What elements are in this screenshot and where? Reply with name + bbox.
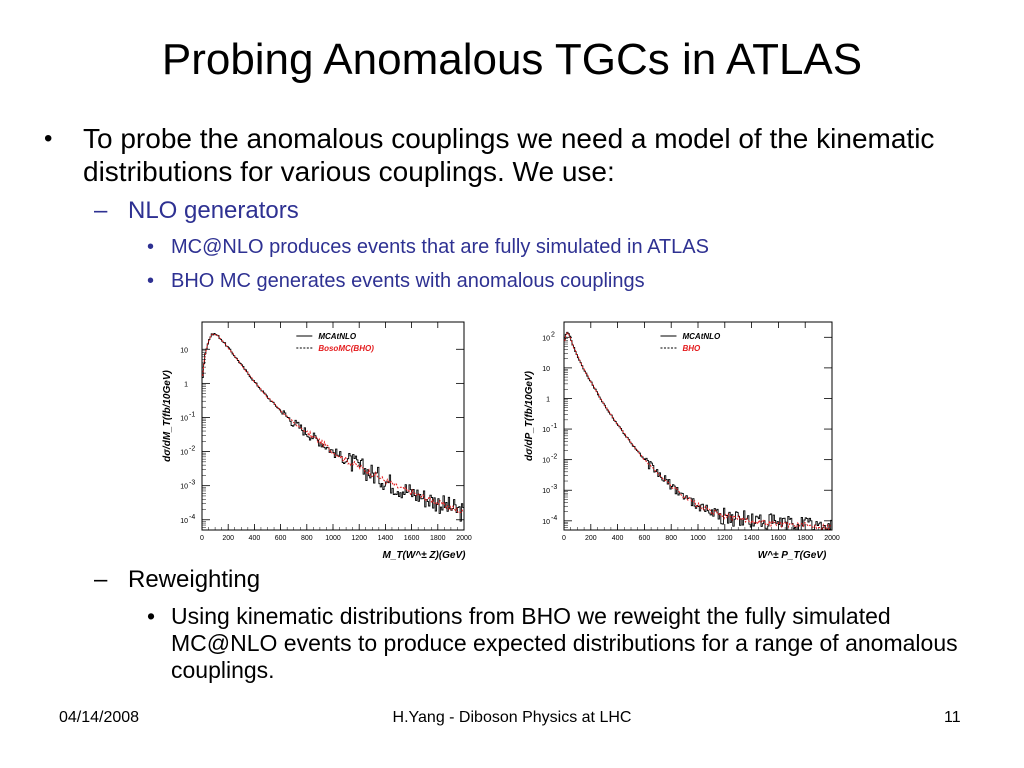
sub-sub-bullet-text: Using kinematic distributions from BHO w… — [171, 603, 958, 683]
x-tick-label: 2000 — [456, 535, 472, 542]
sub-sub-bullet-text: BHO MC generates events with anomalous c… — [171, 270, 645, 292]
y-tick-label: 1 — [546, 396, 550, 403]
legend-label-mcatnlo: MCAtNLO — [318, 332, 357, 341]
chart-pt-svg: 0 200 400 600 800 1000 1200 1400 1600 1800 2000102… — [524, 321, 840, 561]
x-tick-label: 400 — [612, 535, 624, 542]
y-tick-label: 10 — [180, 450, 188, 457]
x-tick-label: 200 — [222, 535, 234, 542]
x-tick-label: 1200 — [351, 535, 367, 542]
sub-sub-bullet-mcatnlo: • MC@NLO produces events that are fully … — [147, 235, 967, 260]
bullet-main: • To probe the anomalous couplings we ne… — [44, 122, 984, 188]
x-axis-label: M_T(W^± Z)(GeV) — [383, 550, 467, 561]
y-tick-label: 1 — [184, 381, 188, 388]
bullet-main-text: To probe the anomalous couplings we need… — [83, 123, 935, 187]
x-tick-label: 1600 — [404, 535, 420, 542]
legend-label-bho: BosoMC(BHO) — [318, 344, 374, 353]
dash-mark: – — [94, 197, 108, 224]
x-tick-label: 400 — [249, 535, 261, 542]
x-tick-label: 1400 — [744, 535, 760, 542]
chart-mt-svg: 0 200 400 600 800 1000 1200 1400 1600 1800 2000 10 1… — [162, 321, 472, 561]
y-tick-exponent: -3 — [551, 484, 557, 491]
y-tick-exponent: -1 — [551, 423, 557, 430]
chart-mt-distribution: 0 200 400 600 800 1000 1200 1400 1600 1800 2000 10 1… — [158, 312, 478, 564]
x-tick-label: 1000 — [325, 535, 341, 542]
legend-label-bho: BHO — [682, 344, 701, 353]
x-tick-label: 1600 — [771, 535, 787, 542]
y-tick-exponent: -2 — [189, 446, 195, 453]
y-tick-exponent: -1 — [189, 411, 195, 418]
x-tick-label: 2000 — [824, 535, 840, 542]
y-axis-label: dσ/dM_T(fb/10GeV) — [162, 370, 173, 462]
series-line-mcatnlo — [202, 333, 464, 522]
y-axis-label: dσ/dP_T(fb/10GeV) — [524, 370, 535, 461]
x-tick-label: 800 — [665, 535, 677, 542]
x-axis-label: W^± P_T(GeV) — [758, 550, 827, 561]
y-tick-exponent: -4 — [551, 515, 557, 522]
y-tick-label: 10 — [180, 484, 188, 491]
sub-bullet-nlo: – NLO generators — [94, 196, 974, 226]
legend-label-mcatnlo: MCAtNLO — [682, 332, 721, 341]
x-tick-label: 1200 — [717, 535, 733, 542]
y-tick-label: 10 — [542, 519, 550, 526]
y-tick-label: 10 — [542, 335, 550, 342]
sub-bullet-reweighting-text: Reweighting — [128, 566, 261, 593]
y-tick-label: 10 — [180, 415, 188, 422]
y-tick-label: 10 — [542, 488, 550, 495]
x-tick-label: 1800 — [430, 535, 446, 542]
y-tick-label: 10 — [542, 427, 550, 434]
x-tick-label: 0 — [200, 535, 204, 542]
x-tick-label: 1000 — [690, 535, 706, 542]
bullet-dot: • — [44, 125, 53, 152]
x-tick-label: 600 — [639, 535, 651, 542]
y-tick-label: 10 — [180, 347, 188, 354]
x-tick-label: 200 — [585, 535, 597, 542]
bullet-dot: • — [147, 236, 155, 258]
y-tick-exponent: -2 — [551, 454, 557, 461]
series-line-bho — [564, 331, 832, 531]
series-line-mcatnlo — [564, 331, 832, 531]
y-tick-exponent: -4 — [189, 514, 195, 521]
series-line-bho — [202, 333, 464, 514]
sub-sub-bullet-reweight-desc: • Using kinematic distributions from BHO… — [147, 603, 967, 684]
sub-bullet-nlo-text: NLO generators — [128, 197, 299, 224]
x-tick-label: 800 — [301, 535, 313, 542]
footer-date: 04/14/2008 — [59, 709, 140, 726]
chart-pt-distribution: 0 200 400 600 800 1000 1200 1400 1600 1800 2000 10 2… — [520, 312, 846, 564]
sub-bullet-reweighting: – Reweighting — [94, 565, 974, 595]
sub-sub-bullet-text: MC@NLO produces events that are fully si… — [171, 236, 709, 258]
x-tick-label: 0 — [562, 535, 566, 542]
y-tick-label: 10 — [180, 518, 188, 525]
x-tick-label: 1400 — [378, 535, 394, 542]
x-tick-label: 1800 — [797, 535, 813, 542]
slide-title: Probing Anomalous TGCs in ATLAS — [161, 35, 863, 84]
bullet-dot: • — [147, 603, 156, 629]
footer-title: H.Yang - Diboson Physics at LHC — [392, 709, 632, 726]
y-tick-exponent: 2 — [551, 331, 555, 338]
y-tick-exponent: -3 — [189, 480, 195, 487]
dash-mark: – — [94, 566, 108, 593]
bullet-dot: • — [147, 270, 155, 292]
sub-sub-bullet-bho: • BHO MC generates events with anomalous… — [147, 269, 967, 294]
footer-page-number: 11 — [944, 709, 961, 726]
y-tick-label: 10 — [542, 458, 550, 465]
y-tick-label: 10 — [542, 366, 550, 373]
plot-frame — [563, 321, 833, 531]
x-tick-label: 600 — [275, 535, 287, 542]
